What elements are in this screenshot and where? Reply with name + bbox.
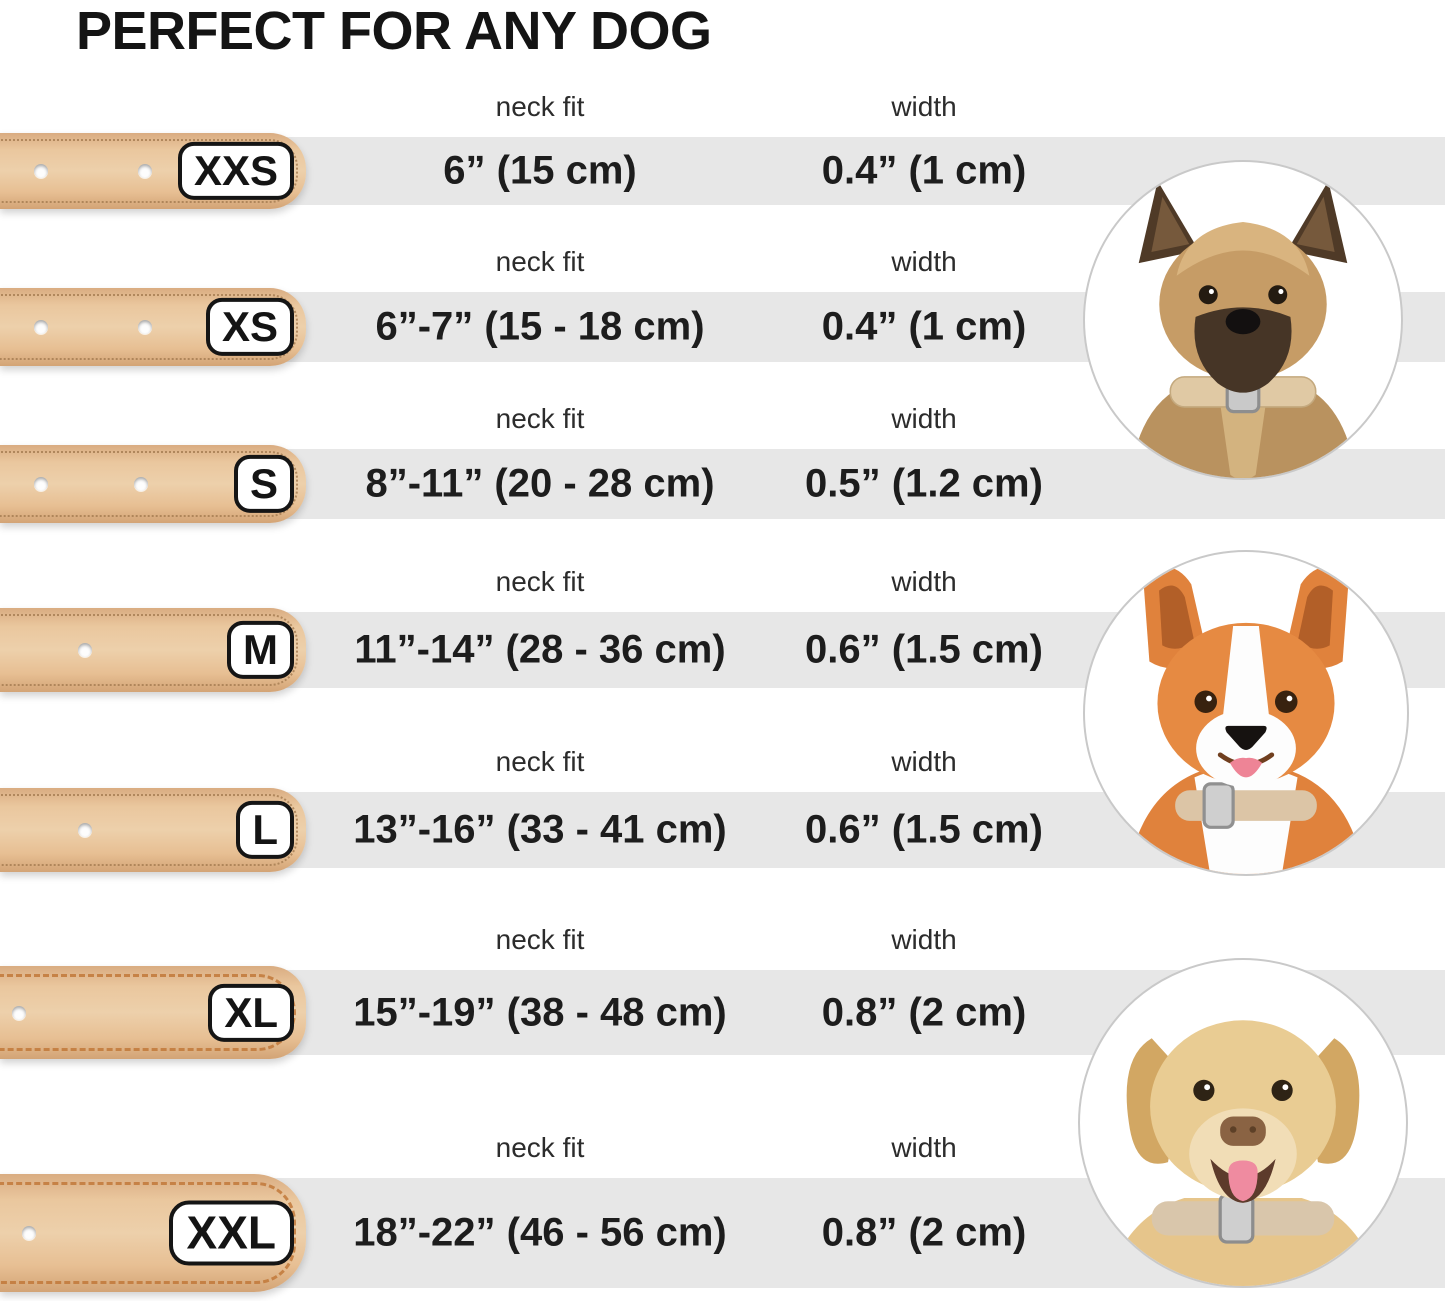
collar-hole: [34, 164, 48, 178]
width-column-label: width: [891, 566, 957, 597]
neck-fit-column-label: neck fit: [495, 246, 585, 277]
size-badge-s: S: [233, 454, 294, 514]
collar-hole: [12, 1005, 26, 1020]
dog-photo-terrier: [1083, 160, 1403, 480]
dog-photo-corgi: [1083, 550, 1409, 876]
size-badge-l: L: [236, 800, 294, 860]
neck-fit-value: 15”-19” (38 - 48 cm): [353, 990, 727, 1034]
size-badge-xxl: XXL: [168, 1200, 294, 1266]
collar-hole: [138, 320, 152, 334]
terrier-illustration: [1129, 180, 1357, 478]
width-value: 0.5” (1.2 cm): [805, 461, 1043, 506]
neck-fit-value: 8”-11” (20 - 28 cm): [365, 461, 715, 506]
size-badge-xl: XL: [208, 983, 294, 1042]
neck-fit-column-label: neck fit: [495, 924, 585, 955]
collar-hole: [78, 823, 92, 837]
neck-fit-column-label: neck fit: [495, 566, 585, 597]
width-column-label: width: [891, 246, 957, 277]
width-value: 0.4” (1 cm): [821, 148, 1027, 193]
collar-hole: [138, 164, 152, 178]
neck-fit-value: 6” (15 cm): [443, 148, 637, 193]
size-band: neck fit width S 8”-11” (20 - 28 cm) 0.5…: [0, 403, 1445, 523]
size-badge-xs: XS: [205, 297, 294, 357]
collar-hole: [22, 1226, 36, 1240]
collar-graphic: M: [0, 608, 306, 692]
collar-hole: [134, 477, 148, 491]
collar-hole: [78, 643, 92, 657]
collar-graphic: XXL: [0, 1174, 306, 1292]
size-row-s: neck fit width S 8”-11” (20 - 28 cm) 0.5…: [0, 403, 1445, 523]
neck-fit-value: 6”-7” (15 - 18 cm): [375, 304, 705, 349]
size-badge-m: M: [227, 620, 294, 680]
neck-fit-value: 18”-22” (46 - 56 cm): [353, 1210, 727, 1255]
width-value: 0.4” (1 cm): [821, 304, 1027, 349]
size-badge-xxs: XXS: [177, 141, 294, 201]
width-column-label: width: [891, 746, 957, 777]
labrador-illustration: [1106, 1020, 1380, 1286]
corgi-illustration: [1127, 566, 1365, 874]
collar-graphic: L: [0, 788, 306, 872]
width-value: 0.6” (1.5 cm): [805, 807, 1043, 852]
collar-graphic: XXS: [0, 133, 306, 209]
dog-photo-labrador: [1078, 958, 1408, 1288]
collar-hole: [34, 477, 48, 491]
width-value: 0.6” (1.5 cm): [805, 627, 1043, 672]
width-column-label: width: [891, 1132, 957, 1163]
width-value: 0.8” (2 cm): [821, 990, 1027, 1034]
neck-fit-column-label: neck fit: [495, 403, 585, 434]
neck-fit-column-label: neck fit: [495, 746, 585, 777]
page-title: PERFECT FOR ANY DOG: [76, 1, 712, 61]
collar-graphic: XL: [0, 966, 306, 1059]
collar-hole: [34, 320, 48, 334]
neck-fit-column-label: neck fit: [495, 91, 585, 122]
neck-fit-value: 13”-16” (33 - 41 cm): [353, 807, 727, 852]
width-column-label: width: [891, 924, 957, 955]
width-value: 0.8” (2 cm): [821, 1210, 1027, 1255]
width-column-label: width: [891, 91, 957, 122]
neck-fit-column-label: neck fit: [495, 1132, 585, 1163]
collar-graphic: XS: [0, 288, 306, 366]
neck-fit-value: 11”-14” (28 - 36 cm): [354, 627, 726, 672]
collar-graphic: S: [0, 445, 306, 523]
width-column-label: width: [891, 403, 957, 434]
